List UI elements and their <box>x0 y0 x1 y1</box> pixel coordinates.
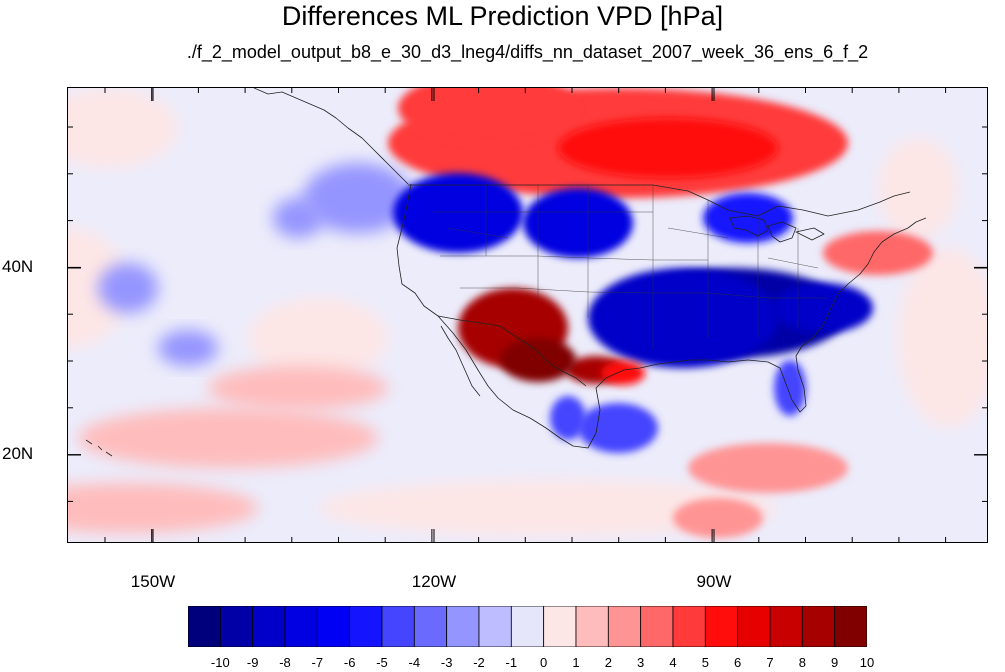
colorbar-swatch-1 <box>543 606 577 647</box>
colorbar-label: 8 <box>798 655 806 670</box>
colorbar-label: 7 <box>766 655 774 670</box>
anomaly-region-northeast-pacific-3 <box>98 263 158 313</box>
anomaly-region-northeast-pacific-0 <box>303 163 413 233</box>
anomaly-region-western-atlantic-0 <box>898 248 987 428</box>
map-subtitle: ./f_2_model_output_b8_e_30_d3_lneg4/diff… <box>186 42 869 62</box>
vpd-field-layer <box>68 88 987 542</box>
colorbar-swatch-2 <box>575 606 609 647</box>
gulf-coastline <box>587 323 825 449</box>
atlantic-coastline <box>823 217 927 325</box>
anomaly-region-tropical-east-pacific-1 <box>248 298 388 378</box>
vpd-difference-map <box>68 88 987 542</box>
colorbar-swatch--10 <box>188 606 221 647</box>
anomaly-region-caribbean-0 <box>688 443 848 493</box>
us-mexico-border <box>437 315 587 387</box>
colorbar-label: -10 <box>210 655 230 670</box>
colorbar-swatch-0 <box>510 606 545 647</box>
lat-label-40n: 40N <box>2 257 34 276</box>
colorbar-label: -2 <box>473 655 485 670</box>
lon-label-90w: 90W <box>696 572 732 591</box>
anomaly-region-texas-gulf-coast-0 <box>601 361 645 385</box>
lon-label-150w: 150W <box>130 572 176 591</box>
anomaly-region-southern-arizona-sonora-0 <box>500 338 576 382</box>
colorbar-swatch--9 <box>219 606 254 647</box>
colorbar-swatch--1 <box>478 606 512 647</box>
pacific-coastline <box>396 183 589 449</box>
colorbar-swatch-9 <box>801 606 836 647</box>
colorbar-swatch--8 <box>252 606 286 647</box>
anomaly-region-northern-great-plains-0 <box>523 188 633 258</box>
anomaly-region-tropical-east-pacific-3 <box>68 88 178 168</box>
colorbar-swatch-10 <box>834 606 867 647</box>
colorbar-label: -8 <box>279 655 291 670</box>
anomaly-region-northeast-pacific-2 <box>158 330 218 366</box>
anomaly-region-central-canada-0 <box>558 118 778 178</box>
anomaly-region-tropical-east-pacific-0 <box>318 480 778 536</box>
great-lakes <box>729 215 825 243</box>
lat-label-20n: 20N <box>2 444 34 463</box>
colorbar-swatch-4 <box>640 606 674 647</box>
anomaly-region-northeast-pacific-1 <box>273 198 323 238</box>
colorbar-swatch--3 <box>413 606 448 647</box>
anomaly-region-great-lakes-0 <box>703 193 793 243</box>
colorbar-label: 2 <box>604 655 612 670</box>
colorbar-swatch-6 <box>704 606 739 647</box>
anomaly-region-florida-0 <box>774 360 806 416</box>
colorbar-label: -5 <box>376 655 388 670</box>
colorbar-label: -6 <box>343 655 356 670</box>
colorbar-label: -7 <box>311 655 324 670</box>
map-plot-area <box>67 87 988 543</box>
colorbar-label: 6 <box>734 655 742 670</box>
colorbar-label: -4 <box>408 655 421 670</box>
colorbar-swatch-5 <box>672 606 706 647</box>
anomaly-region-subtropical-pacific-2 <box>208 366 388 410</box>
map-title: Differences ML Prediction VPD [hPa] <box>281 1 724 31</box>
colorbar-label: -1 <box>505 655 518 670</box>
hawaii-islands <box>85 439 113 457</box>
colorbar-swatch-8 <box>769 606 803 647</box>
colorbar-label: 5 <box>701 655 709 670</box>
colorbar-swatch--7 <box>284 606 318 647</box>
colorbar-label: 10 <box>859 655 875 670</box>
anomaly-region-southern-canada-1 <box>398 88 578 143</box>
colorbar-swatch--6 <box>316 606 351 647</box>
lon-label-120w: 120W <box>411 572 457 591</box>
colorbar-label: 1 <box>572 655 580 670</box>
anomaly-region-new-england-0 <box>823 231 933 275</box>
colorbar-swatch-3 <box>607 606 642 647</box>
baja-coastline <box>440 325 481 397</box>
colorbar-swatch--4 <box>381 606 415 647</box>
anomaly-region-caribbean-1 <box>673 498 763 538</box>
anomaly-region-eastern-us-0 <box>588 268 778 368</box>
colorbar-label: 4 <box>669 655 677 670</box>
anomaly-region-pacific-northwest-northern-rockies-0 <box>393 173 523 253</box>
colorbar-label: 3 <box>637 655 645 670</box>
colorbar-label: 0 <box>540 655 548 670</box>
coastline-layer <box>85 88 927 457</box>
colorbar-swatch-7 <box>737 606 771 647</box>
anomaly-region-central-mexico-0 <box>578 403 658 453</box>
colorbar-swatch--2 <box>446 606 480 647</box>
alaska-panhandle-coast <box>253 88 409 185</box>
anomaly-region-subtropical-pacific-0 <box>78 408 378 468</box>
state-boundaries-layer <box>433 185 828 350</box>
colorbar-label: 9 <box>831 655 839 670</box>
colorbar-label: -9 <box>246 655 259 670</box>
anomaly-region-central-mexico-1 <box>550 396 586 440</box>
colorbar-label: -3 <box>440 655 453 670</box>
colorbar-swatch--5 <box>349 606 383 647</box>
colorbar <box>188 606 867 647</box>
anomaly-region-subtropical-pacific-1 <box>68 483 258 533</box>
anomaly-region-western-atlantic-1 <box>878 138 958 238</box>
anomaly-region-tropical-east-pacific-2 <box>68 228 128 348</box>
